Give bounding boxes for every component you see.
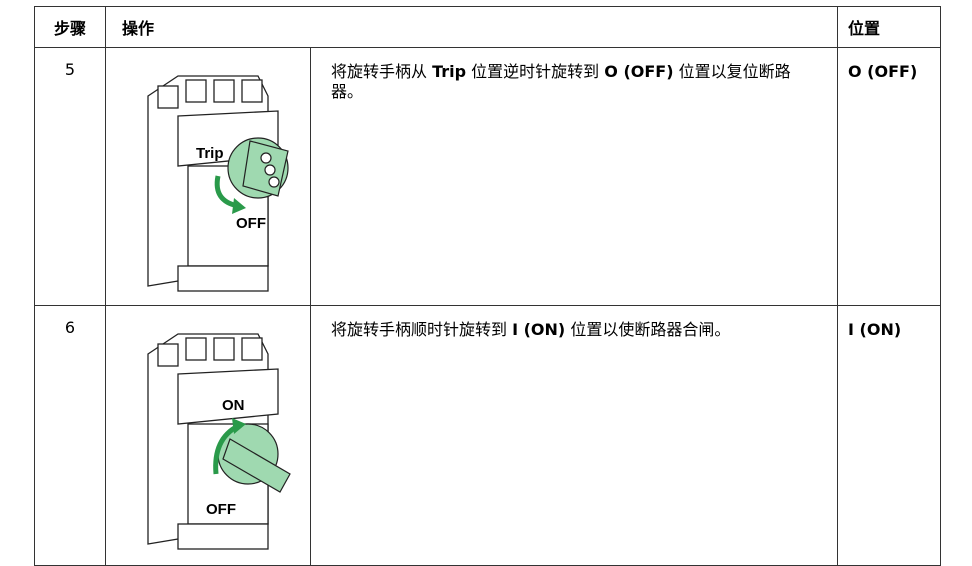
description: 将旋转手柄顺时针旋转到 I (ON) 位置以使断路器合闸。 (310, 305, 838, 566)
position: O (OFF) (837, 47, 941, 306)
description-text: I (ON) (512, 320, 566, 339)
description-text: 位置以使断路器合闸。 (565, 320, 731, 339)
procedure-table: 步骤 操作 位置 5 Trip (34, 6, 941, 566)
description: 将旋转手柄从 Trip 位置逆时针旋转到 O (OFF) 位置以复位断路器。 (310, 47, 838, 306)
description-text: 将旋转手柄从 (331, 62, 433, 81)
figure: ON OFF (105, 305, 311, 566)
row: 6 ON OFF 将旋转手柄顺时针旋转到 I (O (34, 305, 941, 566)
header-cell: 步骤 (34, 6, 106, 48)
header-row: 步骤 操作 位置 (34, 6, 941, 48)
figure-label: ON (222, 397, 245, 414)
header-cell: 操作 (105, 6, 838, 48)
description-text: 将旋转手柄顺时针旋转到 (331, 320, 513, 339)
description-text: Trip (432, 62, 467, 81)
figure: Trip OFF (105, 47, 311, 306)
row: 5 Trip OFF 将旋转 (34, 47, 941, 306)
header-cell: 位置 (837, 6, 941, 48)
description-text: 位置逆时针旋转到 (466, 62, 605, 81)
step: 5 (34, 47, 106, 306)
figure-label: OFF (236, 215, 266, 232)
step: 6 (34, 305, 106, 566)
position: I (ON) (837, 305, 941, 566)
breaker-illustration: Trip OFF (147, 75, 289, 292)
figure-label: Trip (196, 145, 224, 162)
breaker-illustration: ON OFF (147, 333, 291, 550)
figure-label: OFF (206, 501, 236, 518)
description-text: O (OFF) (604, 62, 674, 81)
description-text: 位置以复位断路器。 (331, 62, 791, 101)
